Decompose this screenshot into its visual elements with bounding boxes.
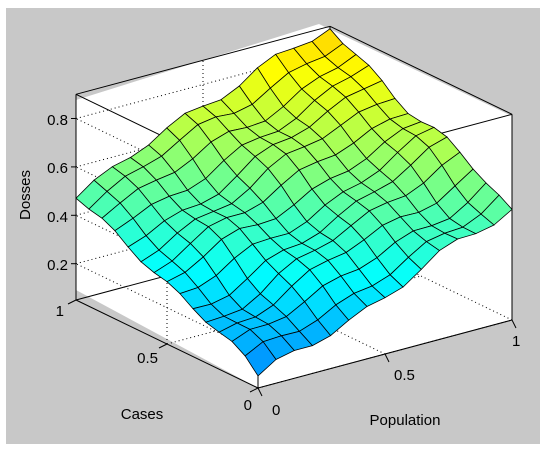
y-tick-label: 0 xyxy=(244,397,252,414)
z-tick-label: 0.2 xyxy=(47,257,68,274)
x-tick-label: 1 xyxy=(512,333,520,350)
z-axis-label: Dosses xyxy=(17,170,34,220)
tick-labels: 0.2 0.4 0.6 0.8 1 0.5 0 0 0.5 1 xyxy=(47,112,520,419)
y-axis-label: Cases xyxy=(121,406,164,423)
box-edge xyxy=(75,25,331,95)
z-grid-line xyxy=(75,263,259,353)
box-edge xyxy=(329,25,513,115)
x-tick-mark xyxy=(257,387,263,397)
y-tick-mark xyxy=(158,343,168,349)
y-tick-label: 0.5 xyxy=(137,350,158,367)
surface-patch xyxy=(244,341,277,377)
z-grid-line xyxy=(75,214,259,304)
z-grid-line xyxy=(75,118,259,207)
x-tick-mark xyxy=(511,319,517,329)
z-tick-label: 0.6 xyxy=(47,160,68,177)
y-tick-mark xyxy=(67,299,77,305)
x-tick-label: 0 xyxy=(272,402,280,419)
y-tick-label: 1 xyxy=(56,303,64,320)
x-tick-label: 0.5 xyxy=(394,367,415,384)
x-axis-label: Population xyxy=(370,412,441,429)
z-tick-label: 0.8 xyxy=(47,112,68,129)
y-tick-mark xyxy=(249,387,259,393)
z-tick-label: 0.4 xyxy=(47,209,68,226)
x-tick-mark xyxy=(384,353,390,363)
surface-mesh xyxy=(75,28,513,377)
